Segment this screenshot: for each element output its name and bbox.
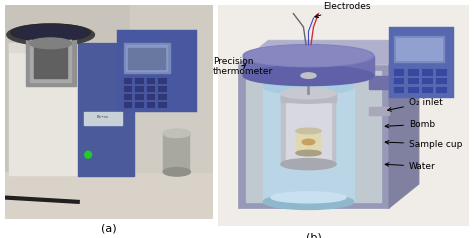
Bar (243, 56, 374, 76)
Bar (124, 86, 132, 92)
Ellipse shape (301, 73, 316, 78)
Bar (394, 78, 404, 84)
Bar (263, 87, 354, 202)
Ellipse shape (11, 24, 90, 41)
Ellipse shape (263, 79, 354, 94)
Ellipse shape (246, 46, 371, 66)
Text: Bomb: Bomb (385, 120, 435, 129)
Bar (158, 94, 167, 100)
Bar (163, 133, 191, 172)
Bar (281, 98, 336, 164)
Ellipse shape (13, 25, 88, 40)
Bar (130, 5, 213, 172)
Bar (135, 94, 144, 100)
Bar (281, 93, 336, 102)
Bar (436, 69, 447, 76)
Bar (422, 87, 433, 93)
Text: Precision
thermometer: Precision thermometer (213, 57, 273, 76)
Bar (118, 30, 197, 112)
Bar (246, 71, 381, 202)
Bar (135, 78, 144, 84)
Ellipse shape (30, 38, 72, 49)
Ellipse shape (281, 88, 336, 99)
Bar (296, 131, 321, 153)
Bar (30, 35, 72, 82)
Bar (128, 48, 165, 69)
Text: Bc•ra: Bc•ra (97, 115, 109, 119)
Ellipse shape (302, 139, 315, 145)
Bar (394, 87, 404, 93)
Ellipse shape (243, 66, 374, 85)
Bar (408, 78, 419, 84)
Bar (34, 43, 67, 78)
Bar (396, 38, 442, 60)
Ellipse shape (7, 24, 94, 45)
Ellipse shape (163, 129, 191, 138)
Bar (408, 87, 419, 93)
Bar (369, 76, 394, 89)
Bar (394, 69, 404, 76)
Text: (b): (b) (306, 233, 321, 238)
Text: O₂ inlet: O₂ inlet (388, 98, 443, 111)
Bar (422, 69, 433, 76)
Bar (422, 78, 433, 84)
Ellipse shape (281, 159, 336, 170)
Ellipse shape (271, 192, 346, 203)
Bar (135, 86, 144, 92)
Text: (a): (a) (101, 223, 117, 233)
Bar (158, 78, 167, 84)
Ellipse shape (243, 45, 374, 67)
Bar (146, 78, 155, 84)
Bar (286, 102, 331, 160)
Bar (9, 43, 134, 52)
Bar (146, 86, 155, 92)
Bar (238, 64, 389, 208)
Bar (436, 87, 447, 93)
Bar (124, 102, 132, 108)
Polygon shape (238, 40, 419, 64)
Bar (26, 35, 76, 86)
Bar (5, 172, 213, 219)
Ellipse shape (296, 128, 321, 134)
Bar (124, 78, 132, 84)
Ellipse shape (281, 92, 336, 103)
Ellipse shape (263, 194, 354, 209)
Bar (135, 102, 144, 108)
Ellipse shape (163, 168, 191, 176)
Bar (5, 5, 213, 172)
Bar (408, 69, 419, 76)
Bar (124, 94, 132, 100)
Bar (146, 102, 155, 108)
Bar (78, 43, 134, 176)
Bar (436, 78, 447, 84)
Bar (124, 43, 170, 73)
Polygon shape (389, 40, 419, 208)
Text: Sample cup: Sample cup (385, 140, 462, 149)
Circle shape (85, 151, 91, 158)
Text: Electrodes: Electrodes (315, 2, 371, 18)
Bar (158, 86, 167, 92)
Bar (9, 43, 134, 176)
Bar (394, 36, 444, 62)
Bar (146, 94, 155, 100)
Ellipse shape (296, 150, 321, 156)
Bar (126, 45, 167, 71)
Bar (84, 112, 121, 125)
Bar (389, 27, 454, 98)
Bar (369, 107, 389, 115)
Text: Water: Water (385, 162, 436, 171)
Bar (158, 102, 167, 108)
